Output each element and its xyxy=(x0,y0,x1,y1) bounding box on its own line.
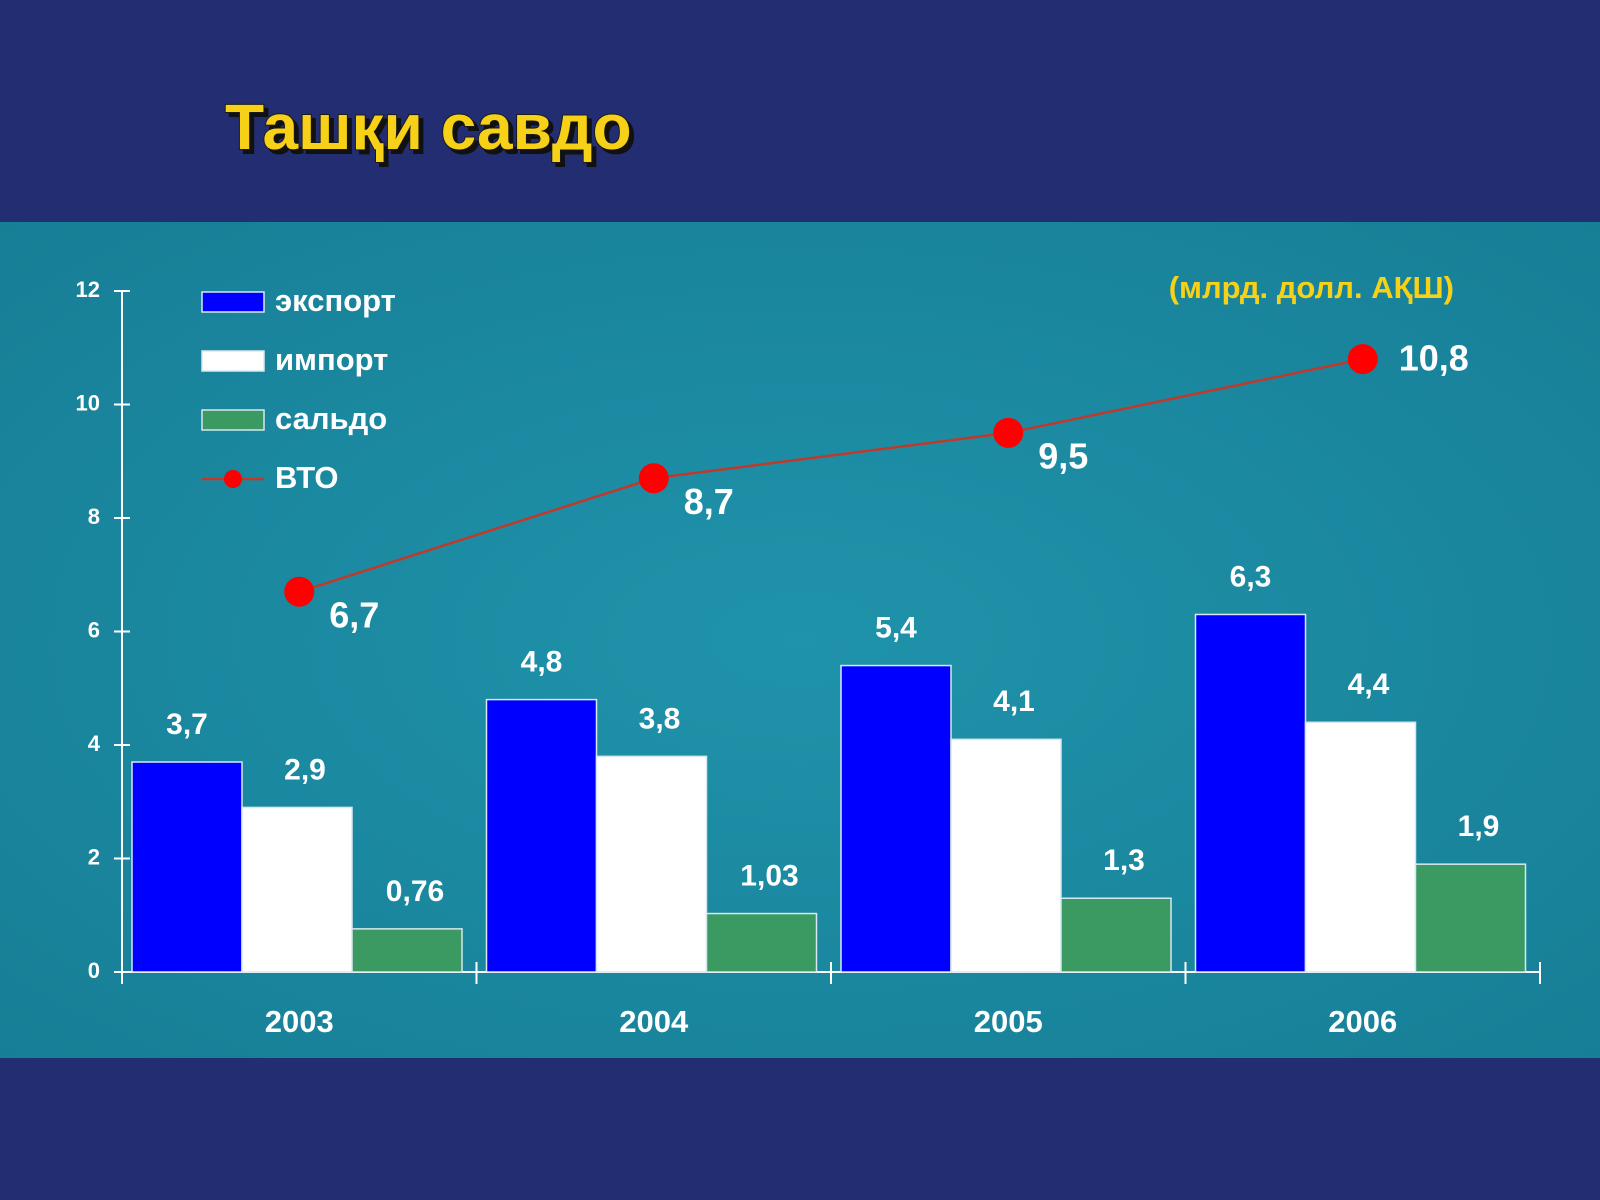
line-value-label: 8,7 xyxy=(684,481,734,522)
bar xyxy=(351,928,463,973)
bar-value-label: 4,1 xyxy=(993,685,1035,718)
bar xyxy=(595,755,708,973)
x-tick-label: 2005 xyxy=(974,1004,1043,1039)
bar xyxy=(1194,613,1307,973)
x-tick-label: 2003 xyxy=(265,1004,334,1039)
y-tick-label: 8 xyxy=(88,504,100,529)
y-tick-label: 0 xyxy=(88,958,100,983)
line-marker xyxy=(638,463,669,494)
unit-label: (млрд. долл. АҚШ) xyxy=(1169,270,1454,305)
y-tick-label: 6 xyxy=(88,617,100,642)
bar-value-label: 3,7 xyxy=(166,708,208,741)
bar-value-label: 1,9 xyxy=(1458,810,1500,843)
bar xyxy=(840,664,952,973)
bar xyxy=(1304,721,1417,973)
legend-label: сальдо xyxy=(275,401,387,436)
bar xyxy=(485,698,598,973)
bar-value-label: 0,76 xyxy=(386,875,444,908)
bar xyxy=(705,912,818,973)
legend-swatch xyxy=(224,470,242,488)
y-tick-label: 4 xyxy=(88,731,101,756)
footer-band xyxy=(0,1058,1600,1200)
chart-title: Ташқи савдо xyxy=(225,91,632,163)
legend-label: ВТО xyxy=(275,460,338,495)
x-tick-label: 2006 xyxy=(1328,1004,1397,1039)
bar xyxy=(1060,897,1172,973)
bar-value-label: 4,8 xyxy=(521,646,563,679)
bar-value-label: 2,9 xyxy=(284,753,326,786)
bar-value-label: 5,4 xyxy=(875,611,917,644)
header-band xyxy=(0,0,1600,222)
bar-value-label: 4,4 xyxy=(1348,668,1390,701)
bar-value-label: 3,8 xyxy=(639,702,681,735)
legend-swatch xyxy=(201,291,265,313)
bar xyxy=(131,761,243,973)
y-tick-label: 10 xyxy=(76,390,100,415)
y-tick-label: 2 xyxy=(88,844,100,869)
bar-value-label: 1,3 xyxy=(1103,844,1145,877)
bar xyxy=(1414,863,1527,973)
line-marker xyxy=(1347,344,1378,375)
legend-swatch xyxy=(201,409,265,431)
line-marker xyxy=(284,576,315,607)
legend-label: импорт xyxy=(275,342,388,377)
line-marker xyxy=(993,417,1024,448)
bar-value-label: 6,3 xyxy=(1230,560,1272,593)
legend-swatch xyxy=(201,350,265,372)
y-tick-label: 12 xyxy=(76,277,100,302)
bar-value-label: 1,03 xyxy=(740,859,798,892)
line-value-label: 9,5 xyxy=(1038,435,1088,476)
line-value-label: 6,7 xyxy=(329,594,379,635)
line-value-label: 10,8 xyxy=(1399,338,1469,379)
legend-label: экспорт xyxy=(275,283,396,318)
x-tick-label: 2004 xyxy=(619,1004,689,1039)
bar xyxy=(241,806,353,973)
bar xyxy=(950,738,1062,973)
line xyxy=(298,357,1364,593)
